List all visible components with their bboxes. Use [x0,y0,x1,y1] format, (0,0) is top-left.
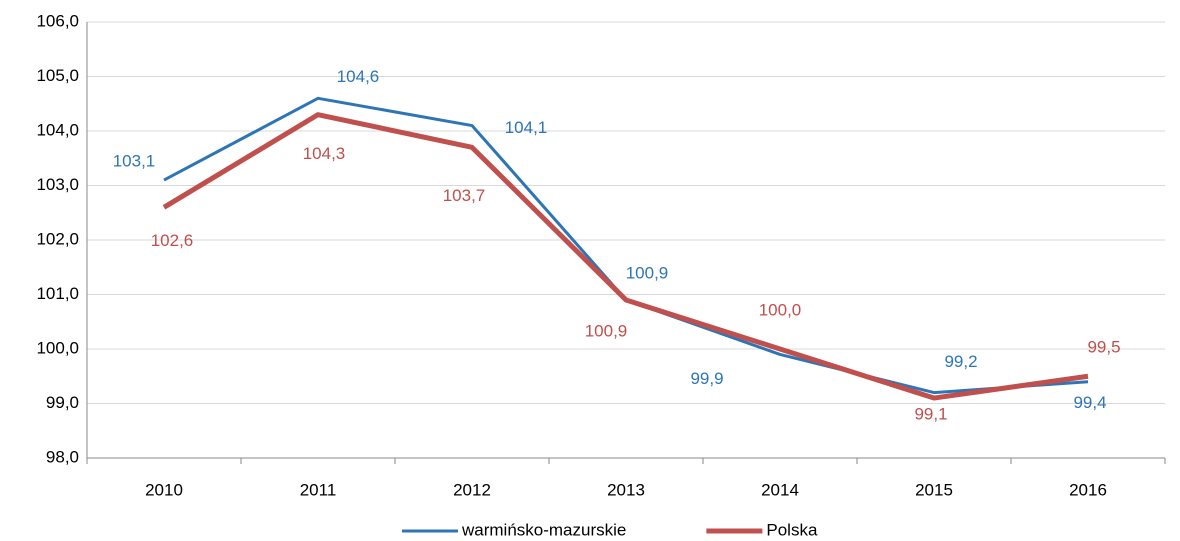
x-tick-label: 2016 [1069,480,1107,499]
x-tick-label: 2014 [761,480,799,499]
y-tick-label: 106,0 [36,11,79,30]
series-line [163,96,1089,395]
data-label: 104,1 [505,118,548,137]
data-label: 100,9 [626,263,669,282]
y-tick-label: 102,0 [36,229,79,248]
data-label: 102,6 [151,231,194,250]
y-tick-label: 105,0 [36,66,79,85]
data-label: 100,9 [585,321,628,340]
data-label: 104,6 [337,67,380,86]
legend-label: Polska [766,520,818,539]
data-label: 99,1 [914,405,947,424]
data-label: 104,3 [303,144,346,163]
y-tick-label: 104,0 [36,120,79,139]
data-label: 99,4 [1073,393,1106,412]
data-label: 100,0 [759,300,802,319]
x-tick-label: 2015 [915,480,953,499]
y-tick-label: 100,0 [36,338,79,357]
y-tick-label: 99,0 [46,393,79,412]
x-tick-label: 2013 [607,480,645,499]
x-tick-label: 2010 [145,480,183,499]
series-line [162,112,1089,401]
x-tick-label: 2012 [453,480,491,499]
data-label: 103,1 [113,152,156,171]
y-tick-label: 98,0 [46,447,79,466]
data-label: 103,7 [443,186,486,205]
data-label: 99,9 [690,369,723,388]
legend-label: warmińsko-mazurskie [461,520,626,539]
y-tick-label: 101,0 [36,284,79,303]
x-tick-label: 2011 [300,480,337,499]
data-label: 99,5 [1087,338,1120,357]
y-tick-label: 103,0 [36,175,79,194]
data-label: 99,2 [944,352,977,371]
